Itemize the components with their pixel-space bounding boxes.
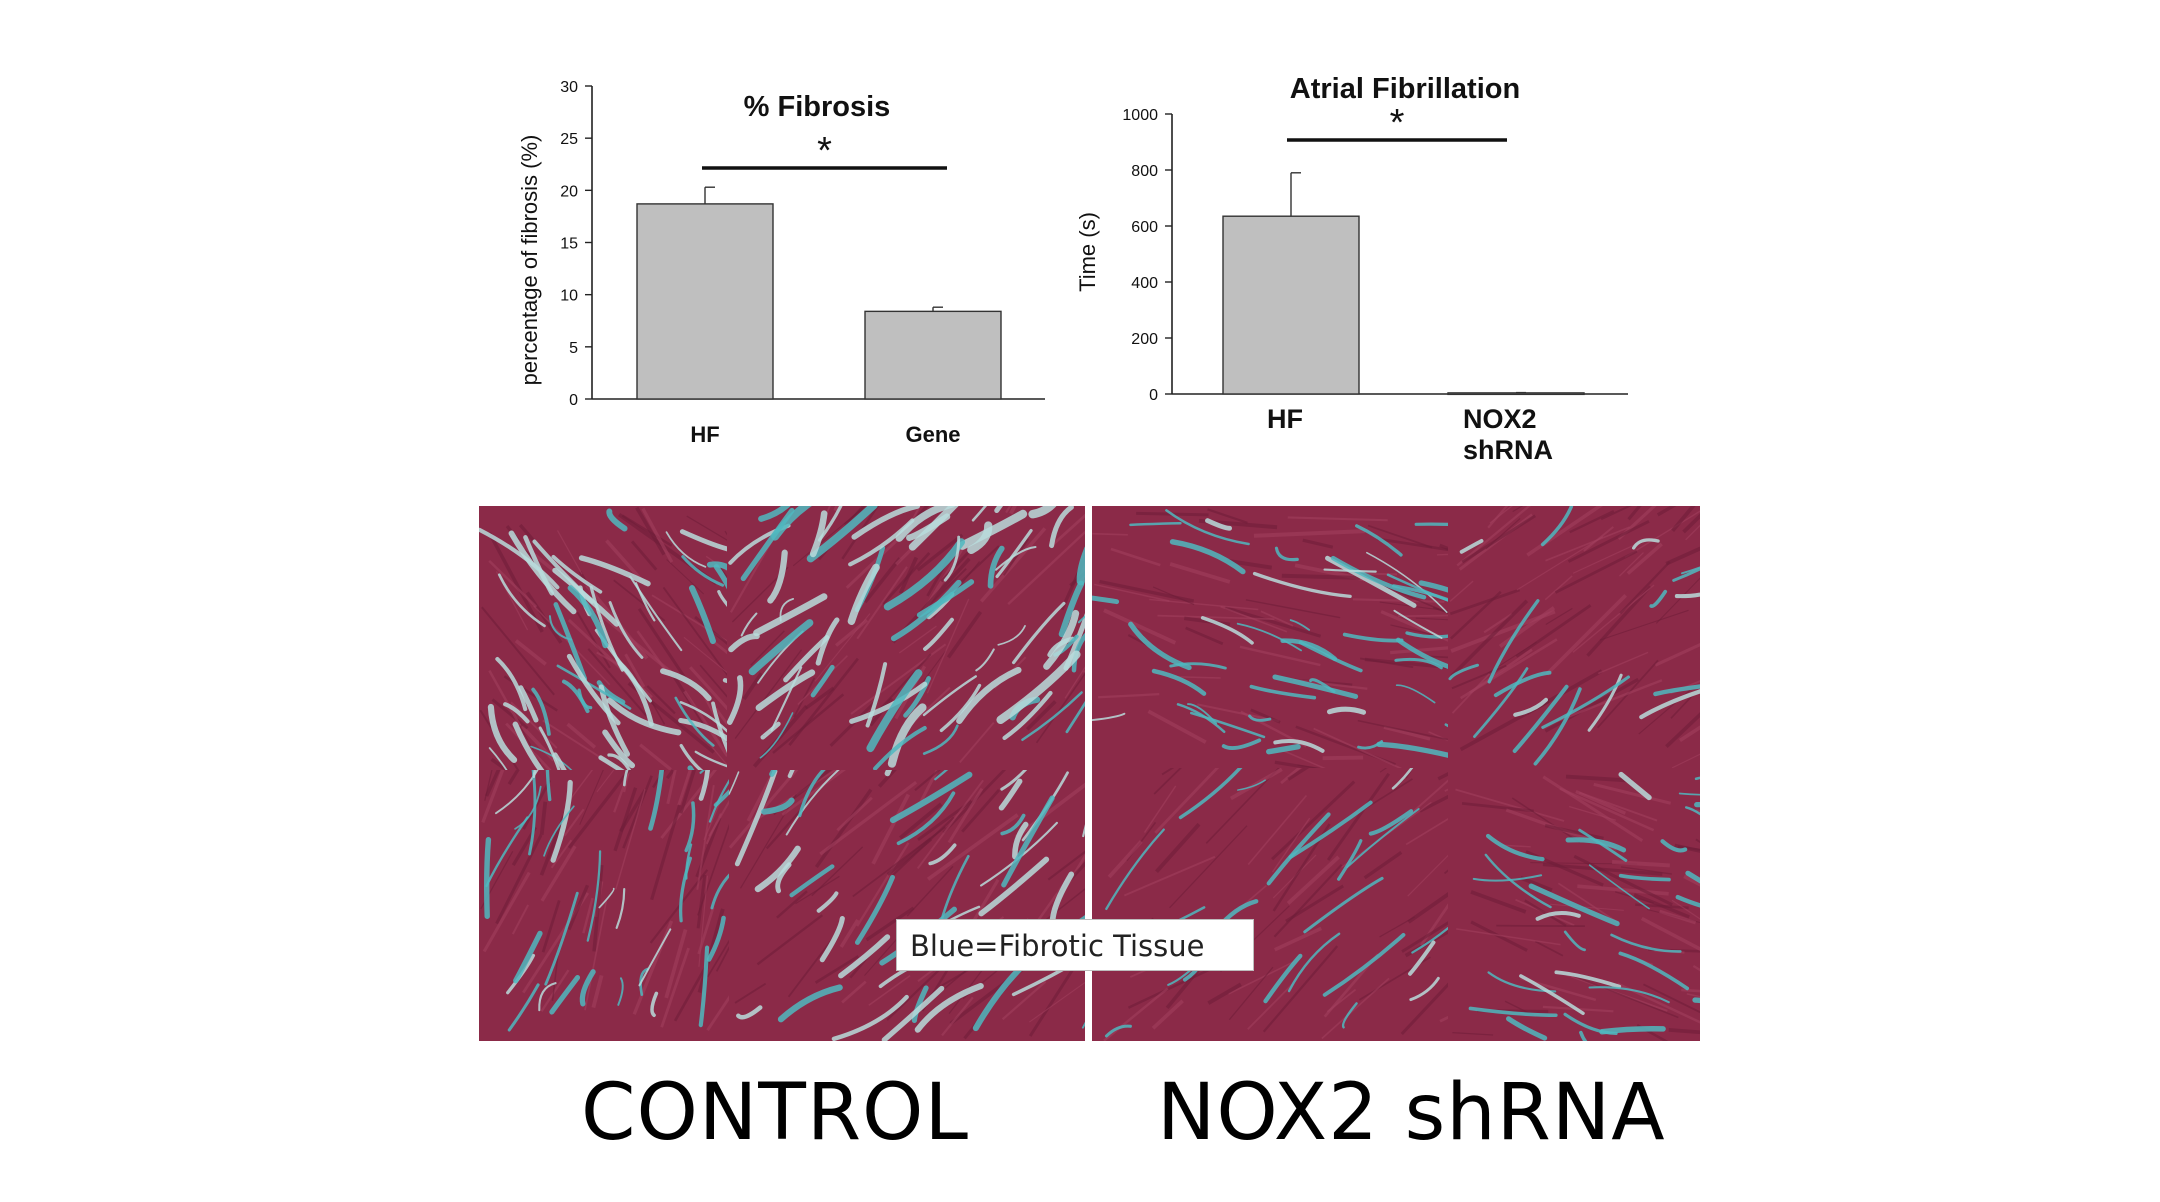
tissue-texture bbox=[1092, 768, 1448, 1041]
control-tile-bottom-left bbox=[479, 770, 729, 1041]
significance-marker: * bbox=[1390, 102, 1405, 144]
nox2-tile-bottom-right bbox=[1448, 768, 1700, 1041]
x-tick-label: HF bbox=[690, 422, 719, 447]
nox2-tile-top-left bbox=[1092, 506, 1448, 768]
y-axis-label: Time (s) bbox=[1075, 212, 1100, 292]
fibrotic-tissue-legend: Blue=Fibrotic Tissue bbox=[896, 919, 1254, 971]
x-tick-label: Gene bbox=[905, 422, 960, 447]
tissue-texture bbox=[479, 506, 727, 770]
y-tick-label: 0 bbox=[569, 392, 578, 409]
tissue-texture bbox=[1448, 768, 1700, 1041]
bar bbox=[1447, 392, 1585, 396]
nox2-histology-image bbox=[1092, 506, 1700, 1041]
chart-title: % Fibrosis bbox=[744, 91, 891, 123]
control-tile-bottom-right bbox=[729, 770, 1085, 1041]
nox2-tile-top-right bbox=[1448, 506, 1700, 768]
bar bbox=[864, 310, 1002, 400]
nox2-shrna-caption: NOX2 shRNA bbox=[1157, 1068, 1666, 1158]
y-tick-label: 20 bbox=[560, 183, 578, 200]
y-tick-label: 1000 bbox=[1122, 107, 1158, 124]
bar bbox=[1222, 215, 1360, 395]
y-axis-label: percentage of fibrosis (%) bbox=[517, 135, 542, 386]
plot-area: 0 5 10 15 20 25 30 HF Gene * bbox=[560, 79, 1045, 447]
tissue-texture bbox=[729, 770, 1085, 1041]
plot-area: 0 200 400 600 800 1000 HF NOX2 shRNA * bbox=[1122, 102, 1628, 465]
y-tick-label: 400 bbox=[1131, 275, 1158, 292]
control-histology-image bbox=[479, 506, 1085, 1041]
fibrosis-chart: % Fibrosis percentage of fibrosis (%) 0 5… bbox=[517, 79, 1045, 447]
x-tick-label: NOX2 shRNA bbox=[1463, 404, 1553, 465]
control-tile-top-left bbox=[479, 506, 727, 770]
control-tile-top-right bbox=[727, 506, 1085, 770]
y-tick-label: 15 bbox=[560, 236, 578, 253]
y-tick-label: 200 bbox=[1131, 331, 1158, 348]
significance-marker: * bbox=[817, 130, 832, 172]
y-tick-label: 5 bbox=[569, 340, 578, 357]
x-tick-label: HF bbox=[1267, 404, 1303, 434]
bar bbox=[636, 203, 774, 400]
chart-title: Atrial Fibrillation bbox=[1290, 73, 1520, 105]
y-tick-label: 25 bbox=[560, 131, 578, 148]
atrial-fibrillation-chart: Atrial Fibrillation Time (s) 0 200 400 600 8… bbox=[1075, 73, 1628, 465]
tissue-texture bbox=[479, 770, 729, 1041]
nox2-tile-bottom-left bbox=[1092, 768, 1448, 1041]
tissue-texture bbox=[1448, 506, 1700, 768]
control-caption: CONTROL bbox=[581, 1068, 969, 1158]
y-tick-label: 800 bbox=[1131, 163, 1158, 180]
y-tick-label: 30 bbox=[560, 79, 578, 96]
y-tick-label: 10 bbox=[560, 288, 578, 305]
tissue-texture bbox=[1092, 506, 1448, 768]
tissue-texture bbox=[727, 506, 1085, 770]
y-tick-label: 0 bbox=[1149, 387, 1158, 404]
y-tick-label: 600 bbox=[1131, 219, 1158, 236]
